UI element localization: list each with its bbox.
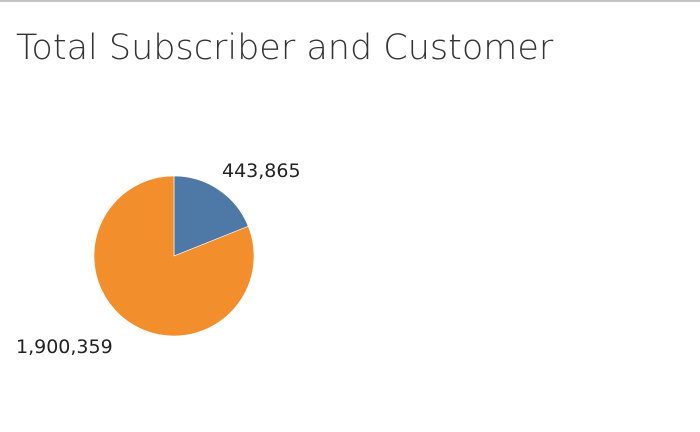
chart-title: Total Subscriber and Customer [16,28,554,68]
slice-data-label-0: 443,865 [222,160,301,182]
pie-slice-0[interactable] [173,175,249,257]
slice-data-label-1: 1,900,359 [16,336,113,358]
pie-slice-1[interactable] [93,175,255,337]
top-divider [0,0,700,2]
